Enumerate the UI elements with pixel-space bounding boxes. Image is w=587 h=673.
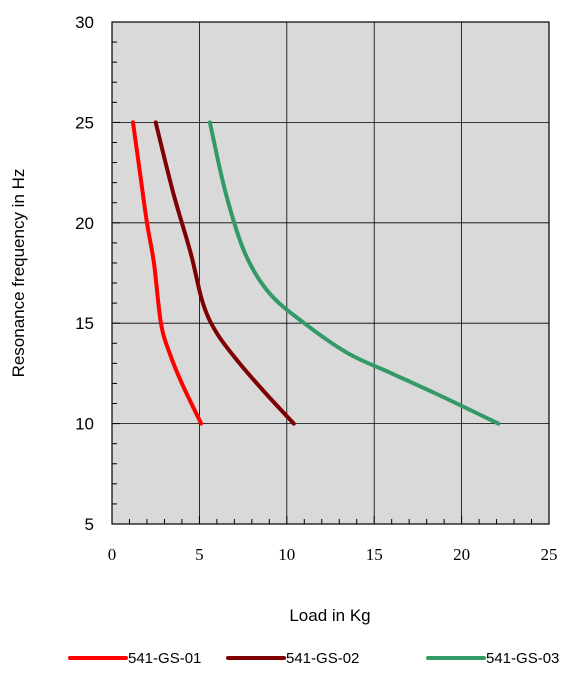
y-tick-label: 30 <box>75 13 94 32</box>
legend-label: 541-GS-03 <box>486 650 559 667</box>
minor-ticks <box>111 21 550 525</box>
series-line-541-GS-02 <box>153 120 296 426</box>
x-axis-title: Load in Kg <box>289 606 370 625</box>
y-tick-label: 20 <box>75 214 94 233</box>
x-tick-label: 15 <box>366 545 383 564</box>
plot-area <box>112 22 549 524</box>
series-lines <box>130 120 501 426</box>
x-tick-labels: 0 5 10 15 20 25 <box>108 545 558 564</box>
x-tick-label: 10 <box>278 545 295 564</box>
x-tick-label: 5 <box>195 545 204 564</box>
legend-label: 541-GS-02 <box>286 650 359 667</box>
series-line-541-GS-03 <box>207 120 501 426</box>
y-tick-label: 25 <box>75 113 94 132</box>
y-tick-label: 15 <box>75 314 94 333</box>
y-tick-labels: 5 10 15 20 25 30 <box>75 13 94 534</box>
legend: 541-GS-01 541-GS-02 541-GS-03 <box>68 650 559 667</box>
y-tick-label: 5 <box>85 515 94 534</box>
legend-label: 541-GS-01 <box>128 650 201 667</box>
x-tick-label: 20 <box>453 545 470 564</box>
x-tick-label: 0 <box>108 545 117 564</box>
series-line-541-GS-01 <box>130 120 204 426</box>
grid <box>112 22 549 524</box>
plot-frame <box>111 21 550 525</box>
y-axis-title: Resonance frequency in Hz <box>9 169 28 378</box>
x-tick-label: 25 <box>541 545 558 564</box>
y-tick-label: 10 <box>75 415 94 434</box>
